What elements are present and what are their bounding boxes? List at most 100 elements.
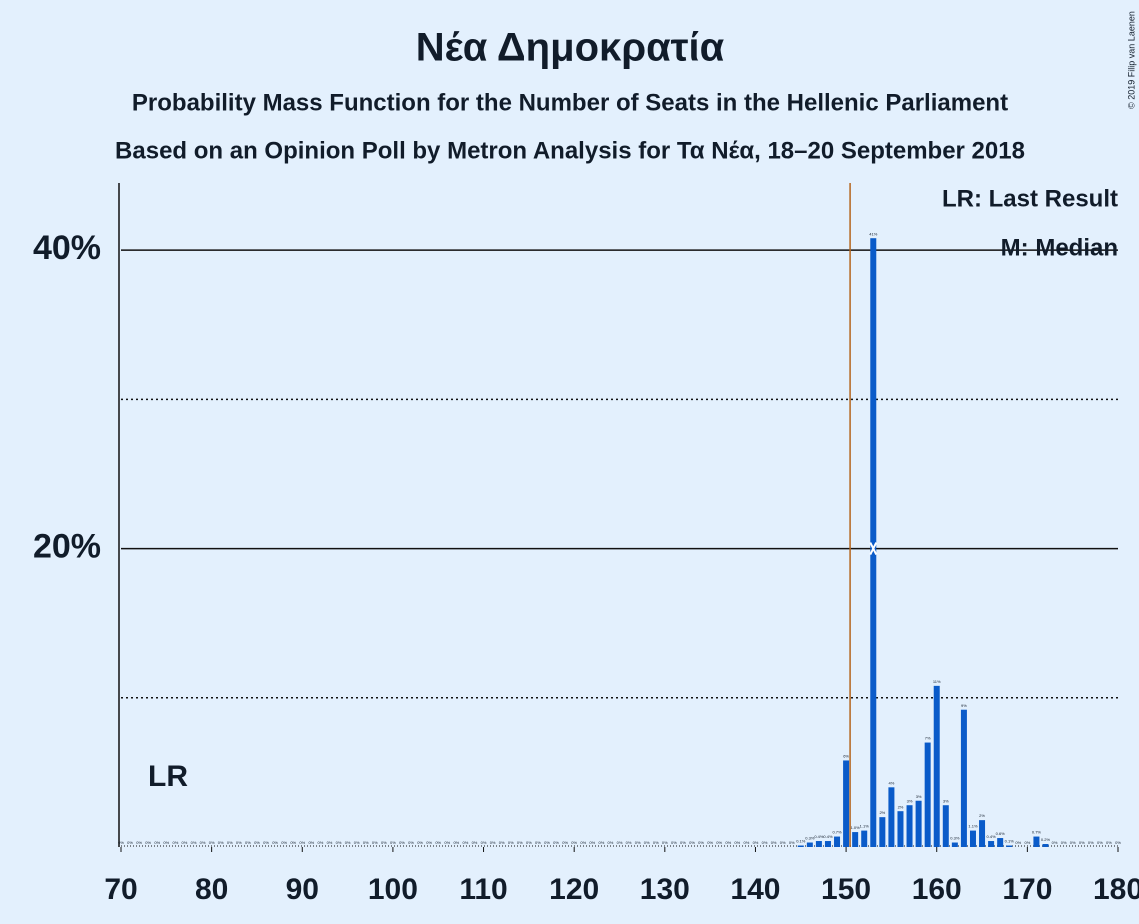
value-label: 0%: [644, 840, 650, 845]
value-label: 1.0%: [851, 825, 861, 830]
value-label: 0%: [716, 840, 722, 845]
value-label: 0%: [1079, 840, 1085, 845]
x-tick-label: 170: [1002, 873, 1052, 906]
value-label: 0%: [562, 840, 568, 845]
value-label: 0%: [698, 840, 704, 845]
value-label: 41%: [869, 231, 877, 236]
value-label: 0.4%: [814, 834, 824, 839]
value-label: 0.1%: [1005, 839, 1015, 844]
bar: [824, 841, 831, 847]
bar: [906, 805, 913, 847]
y-tick-label: 40%: [33, 229, 101, 267]
value-label: 0%: [163, 840, 169, 845]
value-label: 0%: [553, 840, 559, 845]
value-label: 0%: [318, 840, 324, 845]
value-label: 0%: [136, 840, 142, 845]
bar: [1006, 845, 1013, 847]
chart-subtitle: Probability Mass Function for the Number…: [132, 89, 1008, 116]
value-label: 0%: [635, 840, 641, 845]
value-label: 0%: [191, 840, 197, 845]
value-label: 0%: [372, 840, 378, 845]
value-label: 0%: [1106, 840, 1112, 845]
value-label: 2%: [979, 813, 985, 818]
value-label: 0.4%: [987, 834, 997, 839]
bar: [997, 838, 1004, 847]
value-label: 0%: [472, 840, 478, 845]
bar: [843, 760, 850, 847]
value-label: 0%: [707, 840, 713, 845]
value-label: 0%: [182, 840, 188, 845]
value-label: 0%: [526, 840, 532, 845]
value-label: 0%: [508, 840, 514, 845]
value-label: 0%: [1024, 840, 1030, 845]
value-label: 0%: [725, 840, 731, 845]
bar: [942, 805, 949, 847]
value-label: 0%: [354, 840, 360, 845]
value-label: 0%: [535, 840, 541, 845]
value-label: 0%: [744, 840, 750, 845]
value-label: 11%: [933, 679, 941, 684]
value-label: 0%: [145, 840, 151, 845]
bar: [933, 685, 940, 847]
x-tick-label: 70: [104, 873, 137, 906]
value-label: 3%: [916, 794, 922, 799]
value-label: 0%: [272, 840, 278, 845]
x-tick-label: 160: [912, 873, 962, 906]
lr-label: LR: [148, 760, 188, 793]
value-label: 0.4%: [823, 834, 833, 839]
x-tick-label: 140: [730, 873, 780, 906]
value-label: 0.2%: [1041, 837, 1051, 842]
value-label: 0%: [390, 840, 396, 845]
value-label: 9%: [961, 703, 967, 708]
value-label: 0%: [218, 840, 224, 845]
value-label: 1.1%: [860, 824, 870, 829]
chart-subtitle: Based on an Opinion Poll by Metron Analy…: [115, 137, 1025, 164]
value-label: 0%: [1070, 840, 1076, 845]
bar: [870, 238, 877, 847]
bar: [861, 830, 868, 847]
value-label: 0%: [1115, 840, 1121, 845]
value-label: 0%: [589, 840, 595, 845]
value-label: 0%: [580, 840, 586, 845]
value-label: 0%: [381, 840, 387, 845]
bar: [915, 800, 922, 847]
x-tick-label: 120: [549, 873, 599, 906]
bar: [924, 742, 931, 847]
bar: [815, 841, 822, 847]
bar: [951, 842, 958, 847]
value-label: 0%: [245, 840, 251, 845]
value-label: 3%: [907, 798, 913, 803]
value-label: 0%: [363, 840, 369, 845]
x-tick-label: 110: [459, 873, 507, 906]
legend-entry: LR: Last Result: [942, 185, 1118, 212]
value-label: 0%: [154, 840, 160, 845]
x-tick-label: 150: [821, 873, 871, 906]
value-label: 0%: [299, 840, 305, 845]
bar: [797, 845, 804, 847]
value-label: 0%: [571, 840, 577, 845]
bar: [960, 709, 967, 847]
bar: [1033, 836, 1040, 847]
value-label: 0%: [490, 840, 496, 845]
value-label: 0%: [608, 840, 614, 845]
bar: [834, 836, 841, 847]
copyright: © 2019 Filip van Laenen: [1126, 11, 1136, 109]
value-label: 0%: [417, 840, 423, 845]
value-label: 0%: [1052, 840, 1058, 845]
value-label: 0%: [209, 840, 215, 845]
value-label: 0%: [118, 840, 124, 845]
value-label: 0%: [680, 840, 686, 845]
bar: [879, 817, 886, 847]
value-label: 0%: [1061, 840, 1067, 845]
value-label: 0%: [662, 840, 668, 845]
value-label: 0%: [653, 840, 659, 845]
value-label: 3%: [943, 798, 949, 803]
value-label: 0%: [617, 840, 623, 845]
x-tick-label: 100: [368, 873, 418, 906]
x-tick-label: 130: [640, 873, 690, 906]
value-label: 6%: [843, 754, 849, 759]
value-label: 0%: [426, 840, 432, 845]
value-label: 0%: [281, 840, 287, 845]
